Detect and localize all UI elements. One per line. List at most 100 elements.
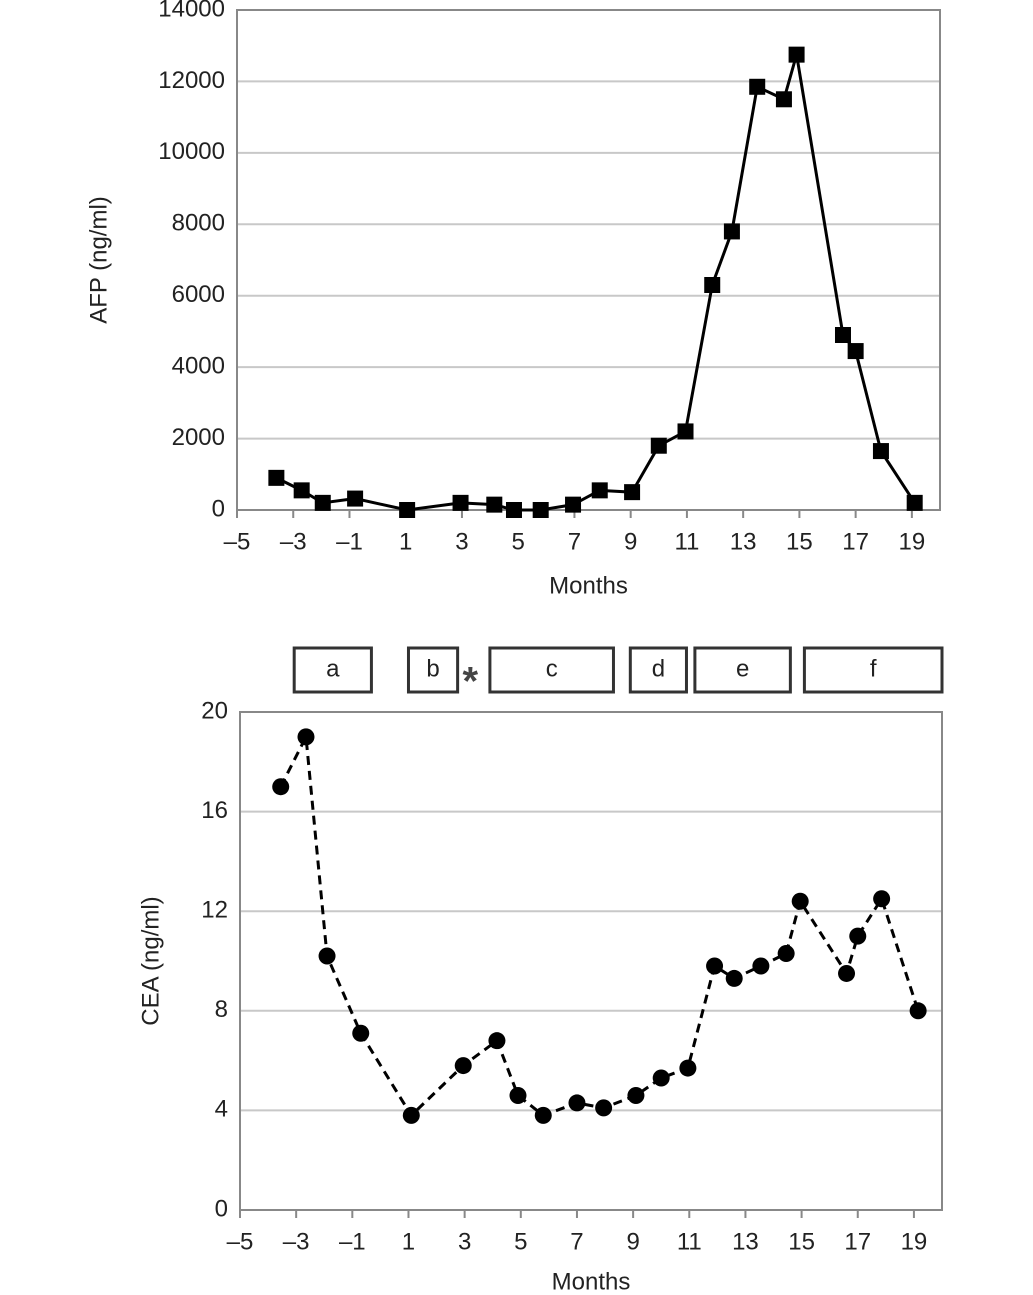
marker — [834, 327, 851, 343]
x-tick-label: –1 — [339, 1228, 366, 1255]
x-tick-label: 7 — [570, 1228, 583, 1255]
x-tick-label: 17 — [842, 528, 869, 555]
x-tick-label: –5 — [227, 1228, 254, 1255]
x-tick-label: 17 — [844, 1228, 871, 1255]
marker — [872, 443, 889, 460]
marker — [486, 496, 503, 513]
y-tick-label: 16 — [201, 797, 228, 824]
y-tick-label: 8 — [215, 996, 228, 1023]
period-box — [628, 646, 688, 694]
marker — [679, 1059, 697, 1077]
period-box — [693, 646, 792, 694]
period-label: f — [870, 655, 877, 682]
period-label: e — [736, 655, 749, 682]
y-tick-label: 8000 — [172, 210, 225, 237]
marker — [452, 494, 469, 511]
period-box — [488, 646, 615, 694]
period-box — [802, 646, 944, 694]
marker — [505, 502, 522, 518]
x-axis-title: Months — [552, 1268, 631, 1295]
marker — [534, 1106, 552, 1124]
marker — [568, 1094, 586, 1112]
y-tick-label: 0 — [212, 495, 225, 522]
x-tick-label: 19 — [899, 528, 926, 555]
x-tick-label: 3 — [455, 528, 468, 555]
period-box — [406, 646, 460, 694]
marker — [873, 890, 891, 908]
marker — [297, 728, 315, 746]
plot-frame — [236, 9, 941, 511]
x-tick-label: 11 — [674, 528, 699, 555]
marker — [777, 945, 795, 963]
y-tick-label: 12000 — [158, 67, 225, 94]
marker — [509, 1086, 527, 1104]
marker — [849, 927, 867, 945]
y-tick-label: 2000 — [172, 424, 225, 451]
y-tick-label: 14000 — [158, 0, 225, 22]
period-label: c — [546, 655, 558, 682]
x-tick-label: 1 — [399, 528, 412, 555]
marker — [725, 969, 743, 987]
marker — [318, 947, 336, 965]
marker — [752, 957, 770, 975]
marker — [293, 482, 310, 499]
y-tick-label: 10000 — [158, 138, 225, 165]
marker — [650, 437, 667, 454]
marker — [272, 778, 290, 796]
marker — [706, 957, 724, 975]
x-tick-label: 1 — [402, 1228, 415, 1255]
x-tick-label: –3 — [283, 1228, 310, 1255]
x-tick-label: 5 — [514, 1228, 527, 1255]
x-tick-label: –5 — [224, 528, 251, 555]
marker — [652, 1069, 670, 1087]
marker — [347, 490, 364, 507]
x-tick-label: 15 — [786, 528, 813, 555]
marker — [314, 494, 331, 511]
period-label: a — [326, 655, 340, 682]
y-tick-label: 4 — [215, 1096, 228, 1123]
marker — [591, 482, 608, 499]
x-tick-label: 19 — [901, 1228, 928, 1255]
x-tick-label: 5 — [512, 528, 525, 555]
x-tick-label: –3 — [280, 528, 307, 555]
y-tick-label: 12 — [201, 897, 228, 924]
x-tick-label: 15 — [788, 1228, 815, 1255]
marker — [532, 502, 549, 518]
marker — [847, 343, 864, 360]
plot-frame — [239, 711, 943, 1211]
x-tick-label: 3 — [458, 1228, 471, 1255]
period-label: d — [652, 655, 665, 682]
marker — [402, 1106, 420, 1124]
x-tick-label: 11 — [677, 1228, 702, 1255]
marker — [749, 78, 766, 95]
period-label: b — [426, 655, 439, 682]
asterisk: * — [462, 660, 478, 704]
x-tick-label: 9 — [624, 528, 637, 555]
marker — [838, 964, 856, 982]
x-tick-label: 13 — [732, 1228, 759, 1255]
marker — [488, 1032, 506, 1050]
marker — [352, 1024, 370, 1042]
marker — [399, 502, 416, 518]
marker — [788, 46, 805, 63]
data-line — [275, 54, 916, 512]
marker — [723, 223, 740, 240]
marker — [791, 892, 809, 910]
marker — [268, 469, 285, 486]
y-tick-label: 4000 — [172, 352, 225, 379]
x-tick-label: 9 — [626, 1228, 639, 1255]
x-axis-title: Months — [549, 572, 628, 599]
y-axis-title: CEA (ng/ml) — [137, 896, 164, 1025]
marker — [454, 1057, 472, 1075]
marker — [775, 91, 792, 108]
y-tick-label: 0 — [215, 1195, 228, 1222]
marker — [704, 277, 721, 293]
x-tick-label: 7 — [568, 528, 581, 555]
y-axis-title: AFP (ng/ml) — [85, 196, 112, 324]
y-tick-label: 20 — [201, 697, 228, 724]
marker — [595, 1099, 613, 1117]
x-tick-label: 13 — [730, 528, 757, 555]
marker — [677, 423, 694, 440]
period-box — [292, 646, 373, 694]
x-tick-label: –1 — [336, 528, 363, 555]
